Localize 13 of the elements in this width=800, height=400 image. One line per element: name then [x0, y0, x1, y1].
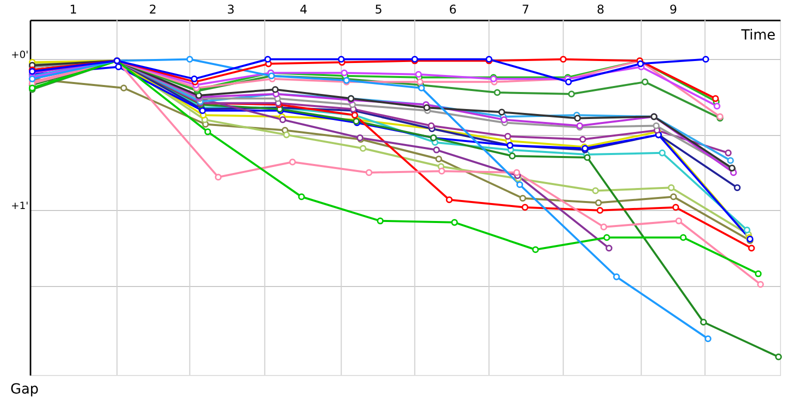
x-tick-label: 1	[69, 2, 78, 16]
x-tick-label: 8	[596, 2, 604, 16]
x-tick-label: 7	[522, 2, 530, 16]
x-tick-label: 4	[300, 2, 308, 16]
y-tick-label: +1'	[11, 200, 28, 212]
x-tick-label: 9	[669, 2, 678, 16]
x-tick-label: 3	[226, 2, 235, 16]
x-tick-label: 6	[448, 2, 457, 16]
x-tick-label: 2	[148, 2, 157, 16]
y-axis-title: Gap	[10, 382, 39, 398]
x-axis-title: Time	[740, 28, 776, 44]
y-tick-label: +0'	[11, 50, 28, 61]
x-tick-label: 5	[374, 2, 382, 16]
